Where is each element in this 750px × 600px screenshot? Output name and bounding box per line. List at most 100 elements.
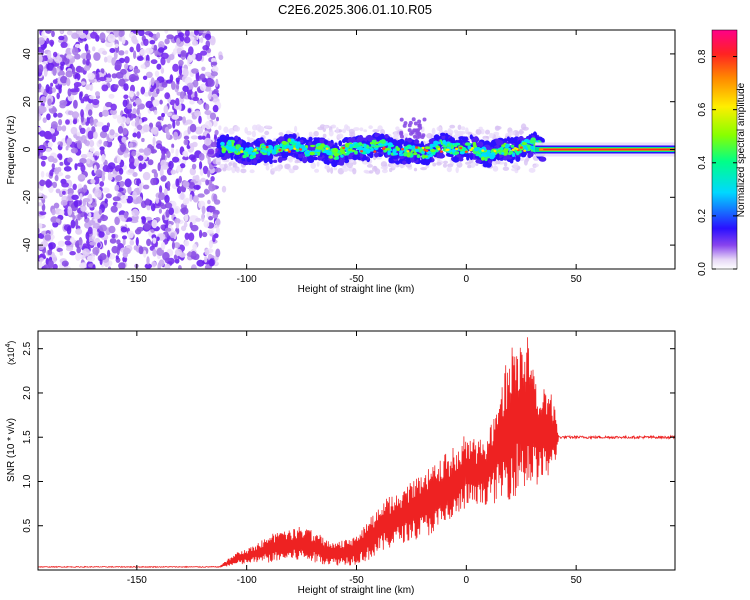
noise-blob [129,156,135,165]
signal-halo-blob [432,162,437,167]
noise-blob [114,60,122,70]
noise-blob [151,261,157,268]
signal-bump-blob [399,117,404,122]
noise-blob [201,205,206,215]
noise-blob [138,183,142,192]
signal-core-blob [501,152,505,155]
signal-halo-blob [475,162,479,166]
noise-blob [60,61,65,66]
noise-blob [159,185,163,194]
noise-blob [175,84,180,90]
signal-band-blob [315,137,320,143]
noise-blob [47,98,52,106]
noise-blob [188,232,195,242]
signal-halo-blob [231,166,236,174]
spec-ytick-label: -20 [22,190,33,205]
noise-blob [211,57,216,63]
signal-band-blob [272,159,278,163]
spec-xtick-label: 50 [571,274,583,285]
signal-halo-blob [344,124,349,130]
noise-blob [183,221,188,228]
noise-blob [156,236,160,242]
noise-blob [110,103,117,111]
noise-blob [175,97,180,107]
noise-blob [129,239,135,246]
noise-blob [149,87,154,93]
spec-ytick-label: 0 [22,146,33,152]
noise-blob [40,155,48,160]
noise-blob [215,248,221,258]
noise-blob [76,131,81,137]
noise-blob [203,220,210,228]
signal-halo-blob [366,164,373,168]
noise-blob [188,154,196,161]
noise-blob [75,218,79,228]
signal-core-blob [261,145,266,149]
signal-core-blob [379,139,384,143]
signal-halo-blob [465,127,469,135]
noise-blob [136,43,141,53]
signal-band-blob [508,139,514,144]
signal-halo-blob [335,127,339,134]
signal-band-blob [489,141,497,145]
noise-blob [166,34,174,40]
signal-peak-blob [481,149,485,152]
signal-core-blob [399,150,403,154]
noise-blob [44,234,52,241]
signal-band-blob [398,155,405,160]
noise-blob [118,167,124,175]
signal-bump-blob [417,123,422,128]
signal-band-blob [339,159,346,163]
noise-blob [101,109,110,117]
signal-bump-blob [408,120,413,125]
noise-blob [85,231,90,240]
signal-band-blob [246,157,251,163]
signal-halo-blob [330,167,334,174]
noise-blob [156,88,160,95]
noise-blob [146,205,151,211]
signal-peak-blob [523,149,527,152]
noise-blob [204,255,208,263]
signal-halo-blob [533,164,537,169]
signal-core-blob [304,150,310,155]
signal-band-blob [428,138,434,144]
noise-blob [80,135,87,144]
noise-blob [192,96,200,102]
signal-halo-blob [485,129,490,135]
signal-halo-blob [448,130,454,134]
noise-blob [123,83,129,91]
noise-blob [40,96,47,104]
spec-xtick-label: -50 [349,274,364,285]
noise-blob [205,179,210,186]
noise-blob [168,207,174,216]
signal-peak-blob [406,150,410,153]
noise-blob [143,38,149,46]
noise-blob [145,47,154,54]
signal-core-blob [262,152,268,156]
noise-blob [56,247,63,253]
noise-blob [207,78,215,88]
signal-core-blob [358,142,362,146]
signal-halo-blob [522,126,529,131]
noise-blob [150,77,155,86]
noise-blob [91,126,96,133]
signal-core-blob [354,150,358,155]
noise-blob [199,229,203,239]
signal-band-blob [392,155,399,160]
noise-blob [57,112,63,118]
noise-blob [160,241,166,251]
signal-peak-blob [415,146,419,149]
noise-blob [127,230,134,239]
noise-blob [132,172,138,177]
signal-band-blob [252,158,257,165]
noise-blob [152,99,160,107]
noise-blob [208,258,215,267]
noise-blob [201,124,206,130]
noise-blob [182,150,189,157]
noise-blob [208,240,213,249]
noise-blob [155,143,163,150]
noise-blob [88,212,92,218]
noise-blob [213,88,219,94]
noise-blob [199,168,204,176]
noise-blob [86,158,91,165]
